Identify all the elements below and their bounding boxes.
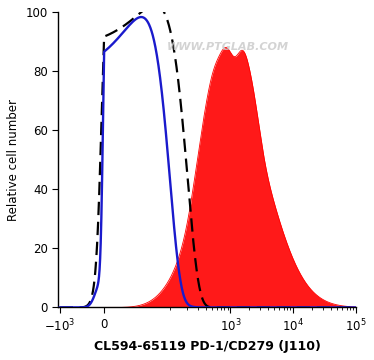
X-axis label: CL594-65119 PD-1/CD279 (J110): CL594-65119 PD-1/CD279 (J110) xyxy=(94,340,321,353)
Text: WWW.PTGLAB.COM: WWW.PTGLAB.COM xyxy=(167,42,289,53)
Y-axis label: Relative cell number: Relative cell number xyxy=(7,99,20,221)
